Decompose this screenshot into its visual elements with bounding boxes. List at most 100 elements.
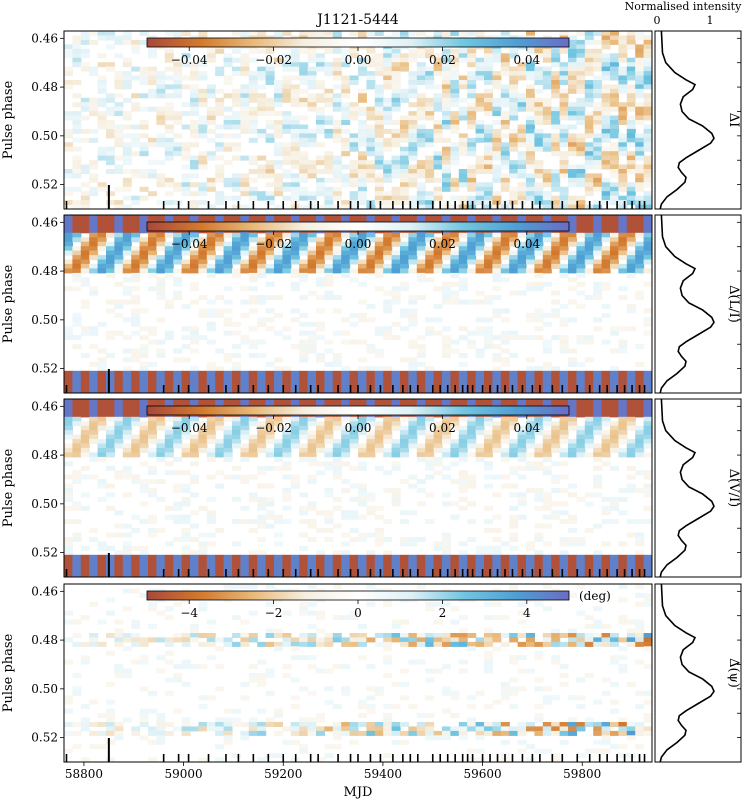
heatmap-cell xyxy=(215,173,225,179)
heatmap-cell xyxy=(265,48,275,54)
heatmap-cell xyxy=(274,295,283,301)
heatmap-cell xyxy=(391,492,401,498)
heatmap-cell xyxy=(257,268,267,274)
heatmap-cell xyxy=(635,62,645,68)
heatmap-cell xyxy=(568,241,577,247)
heatmap-cell xyxy=(97,421,107,427)
heatmap-cell xyxy=(324,263,334,269)
heatmap-cell xyxy=(114,35,124,41)
heatmap-cell xyxy=(122,421,132,427)
heatmap-cell xyxy=(307,169,317,174)
heatmap-cell xyxy=(391,496,401,502)
heatmap-cell xyxy=(282,443,292,449)
heatmap-cell xyxy=(416,443,426,449)
heatmap-cell xyxy=(240,177,250,183)
heatmap-cell xyxy=(618,250,628,256)
heatmap-cell xyxy=(240,430,250,436)
heatmap-cell xyxy=(232,439,241,445)
heatmap-cell xyxy=(206,255,216,261)
heatmap xyxy=(64,31,652,209)
heatmap-cell xyxy=(643,195,652,201)
heatmap-cell xyxy=(122,425,132,431)
heatmap-cell xyxy=(349,232,359,238)
heatmap-cell xyxy=(618,57,628,63)
heatmap-cell xyxy=(551,186,561,192)
heatmap-cell xyxy=(433,541,443,547)
heatmap-cell xyxy=(601,339,611,345)
heatmap-cell xyxy=(450,479,460,485)
heatmap-cell xyxy=(500,375,510,381)
heatmap-cell xyxy=(601,133,611,139)
heatmap-cell xyxy=(341,115,351,121)
heatmap-cell xyxy=(290,164,300,170)
heatmap-cell xyxy=(332,160,342,166)
heatmap-cell xyxy=(509,169,519,174)
heatmap-cell xyxy=(442,465,451,471)
heatmap-cell xyxy=(425,366,435,372)
heatmap-cell xyxy=(299,48,309,54)
heatmap-cell xyxy=(173,93,183,99)
heatmap-cell xyxy=(358,421,367,427)
heatmap-cell xyxy=(618,133,628,139)
heatmap-cell xyxy=(458,106,468,112)
heatmap-cell xyxy=(509,452,519,458)
heatmap-cell xyxy=(383,421,393,427)
heatmap-cell xyxy=(131,39,141,45)
heatmap-cell xyxy=(164,66,174,72)
heatmap-cell xyxy=(442,57,451,63)
heatmap-cell xyxy=(223,93,233,99)
heatmap-cell xyxy=(131,403,141,409)
heatmap-cell xyxy=(223,456,233,462)
heatmap-cell xyxy=(324,160,334,166)
heatmap-cell xyxy=(257,399,267,404)
heatmap-cell xyxy=(635,102,645,108)
heatmap-cell xyxy=(408,483,418,489)
heatmap-cell xyxy=(576,111,586,117)
heatmap-cell xyxy=(492,71,502,77)
heatmap-cell xyxy=(366,255,376,261)
heatmap-cell xyxy=(190,375,199,381)
heatmap-cell xyxy=(341,75,351,81)
heatmap-cell xyxy=(72,532,82,538)
heatmap-cell xyxy=(425,421,435,427)
heatmap-cell xyxy=(492,142,502,148)
heatmap-cell xyxy=(332,425,342,431)
profile-curve xyxy=(659,214,715,394)
heatmap-cell xyxy=(610,219,619,225)
heatmap-cell xyxy=(643,384,652,390)
heatmap-cell xyxy=(114,430,124,436)
heatmap-cell xyxy=(72,263,82,269)
heatmap-cell xyxy=(106,272,115,278)
heatmap-cell xyxy=(290,317,300,323)
heatmap-cell xyxy=(64,379,73,385)
heatmap-cell xyxy=(374,375,384,381)
heatmap-cell xyxy=(358,137,367,143)
heatmap-cell xyxy=(139,388,149,393)
heatmap-cell xyxy=(164,128,174,134)
heatmap-cell xyxy=(526,93,535,99)
heatmap-cell xyxy=(349,200,359,206)
heatmap-cell xyxy=(584,151,594,157)
heatmap-cell xyxy=(106,151,115,157)
heatmap-cell xyxy=(274,357,283,363)
heatmap-cell xyxy=(215,375,225,381)
heatmap-cell xyxy=(282,461,292,467)
heatmap-cell xyxy=(89,106,99,112)
heatmap-cell xyxy=(316,528,325,533)
heatmap-cell xyxy=(559,379,569,385)
heatmap-cell xyxy=(467,31,477,36)
heatmap-cell xyxy=(198,447,208,453)
heatmap-cell xyxy=(383,550,393,556)
heatmap-cell xyxy=(324,514,334,520)
heatmap-cell xyxy=(517,452,527,458)
heatmap-cell xyxy=(299,370,309,376)
heatmap-cell xyxy=(400,268,409,274)
heatmap-cell xyxy=(181,488,191,493)
heatmap-cell xyxy=(450,80,460,85)
heatmap-cell xyxy=(467,111,477,117)
heatmap-cell xyxy=(265,375,275,381)
heatmap-cell xyxy=(122,399,132,404)
heatmap-cell xyxy=(492,146,502,152)
heatmap-cell xyxy=(265,133,275,139)
heatmap-cell xyxy=(64,416,73,422)
